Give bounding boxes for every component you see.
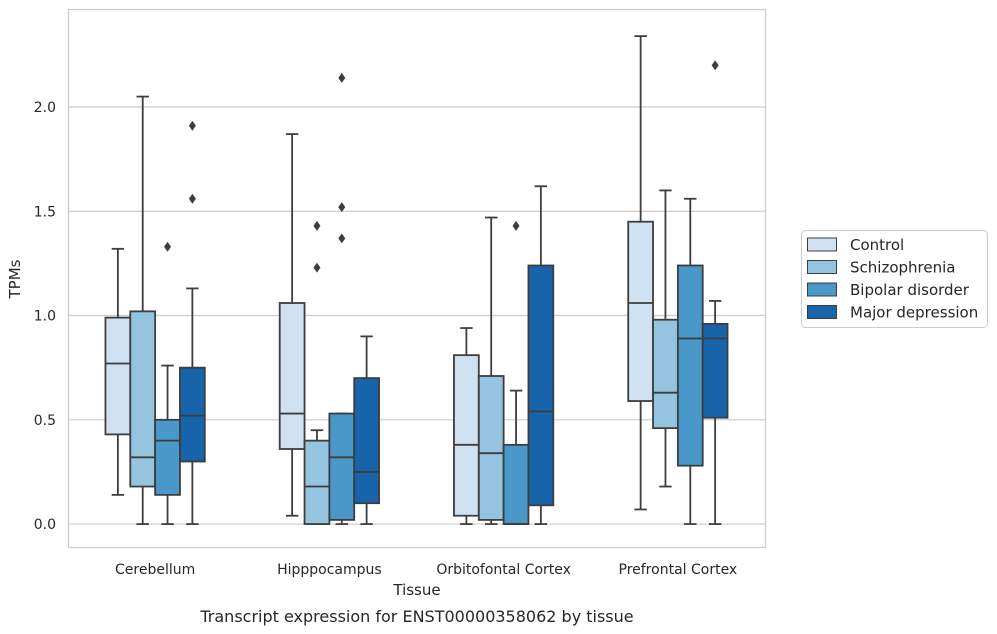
box (129, 310, 157, 488)
box (104, 316, 132, 436)
box (278, 302, 306, 450)
box-group (104, 247, 132, 496)
x-tick-label: Prefrontal Cortex (619, 562, 738, 578)
legend-label: Schizophrenia (850, 259, 955, 277)
y-axis-label: TPMs (6, 259, 24, 299)
box (652, 318, 679, 430)
legend-swatch (807, 282, 837, 297)
box-group (627, 35, 654, 511)
outlier-point (188, 120, 196, 131)
box (303, 439, 331, 525)
y-tick-label: 0.5 (34, 413, 56, 429)
outlier-point (338, 233, 346, 244)
box-group (129, 95, 157, 525)
x-tick-label: Orbitofontal Cortex (436, 562, 571, 578)
box-group (154, 241, 181, 525)
legend-swatch (807, 237, 837, 252)
outlier-point (711, 60, 719, 71)
box-group (328, 72, 356, 525)
box-group (652, 189, 679, 488)
box (154, 418, 181, 496)
box (527, 264, 555, 507)
legend-swatch (807, 305, 837, 319)
legend-label: Control (850, 236, 904, 254)
box (179, 366, 206, 463)
y-tick-label: 1.0 (34, 309, 56, 325)
box-group (278, 133, 306, 517)
box-group (303, 220, 331, 525)
box (353, 377, 380, 505)
x-tick-labels: Cerebellum Hipppocampus Orbitofontal Corte… (115, 562, 737, 578)
legend: Control Schizophrenia Bipolar disorder Majo… (801, 230, 988, 328)
box (453, 354, 480, 517)
box-series (104, 35, 729, 525)
box (328, 412, 356, 521)
outlier-point (512, 220, 520, 231)
box-group (502, 220, 530, 525)
box (676, 264, 704, 467)
box-group (453, 327, 480, 525)
y-tick-label: 1.5 (34, 204, 56, 220)
y-tick-labels: 0.0 0.5 1.0 1.5 2.0 (34, 100, 56, 533)
y-tick-label: 2.0 (34, 100, 56, 116)
box-group (527, 185, 555, 525)
outlier-point (338, 72, 346, 83)
box (627, 220, 654, 402)
legend-frame (801, 230, 988, 328)
outlier-point (188, 193, 196, 204)
box (701, 322, 729, 419)
box-group (701, 60, 729, 525)
x-tick-label: Cerebellum (115, 562, 195, 578)
outlier-point (313, 220, 321, 231)
legend-swatch (807, 260, 837, 274)
outlier-point (338, 202, 346, 213)
outlier-point (313, 262, 321, 273)
chart-caption: Transcript expression for ENST0000035806… (199, 607, 633, 626)
plot-area-frame (67, 8, 767, 549)
y-tick-label: 0.0 (34, 517, 56, 533)
box-group (353, 335, 380, 525)
x-tick-label: Hipppocampus (277, 562, 382, 578)
box-group (179, 120, 206, 525)
legend-label: Bipolar disorder (850, 281, 970, 299)
box-group (676, 197, 704, 525)
legend-label: Major depression (850, 304, 978, 322)
box (502, 443, 530, 525)
outlier-point (164, 241, 172, 252)
x-axis-label: Tissue (392, 581, 440, 599)
box-group (477, 216, 505, 525)
box (477, 375, 505, 521)
